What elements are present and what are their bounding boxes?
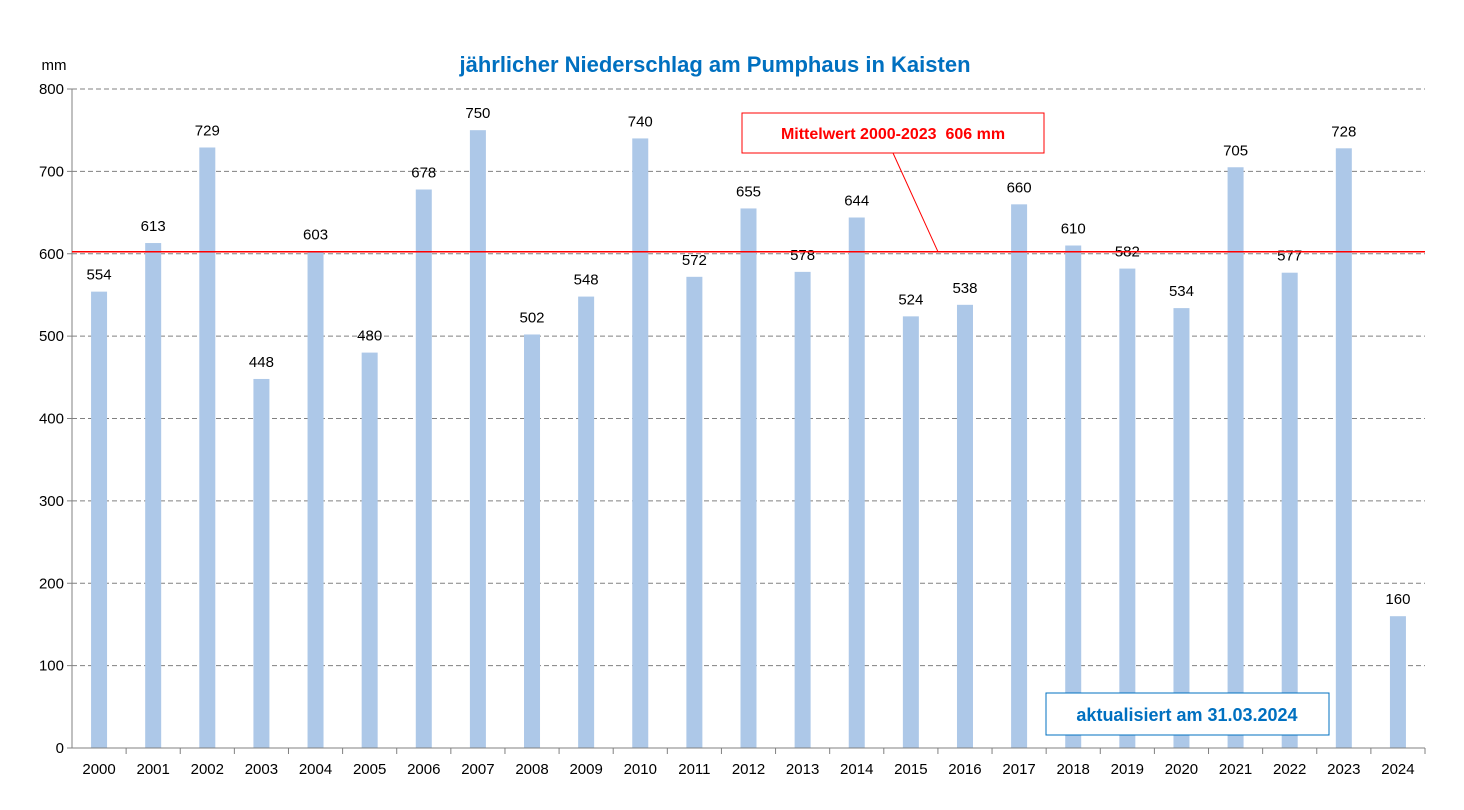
data-label: 480 xyxy=(357,328,382,345)
bar-2024 xyxy=(1389,616,1406,748)
y-tick-label: 300 xyxy=(39,493,64,510)
chart-title: jährlicher Niederschlag am Pumphaus in K… xyxy=(458,52,970,77)
x-tick-label: 2023 xyxy=(1327,761,1360,778)
data-label: 750 xyxy=(465,105,490,122)
bar-2013 xyxy=(794,271,811,748)
x-tick-label: 2007 xyxy=(461,761,494,778)
callout-leader-line xyxy=(892,152,939,253)
x-tick-label: 2022 xyxy=(1273,761,1306,778)
x-tick-label: 2000 xyxy=(82,761,115,778)
data-label: 610 xyxy=(1061,221,1086,238)
data-label: 524 xyxy=(898,291,923,308)
x-tick-label: 2004 xyxy=(299,761,332,778)
data-label: 548 xyxy=(574,272,599,289)
x-tick-label: 2006 xyxy=(407,761,440,778)
data-label: 160 xyxy=(1385,591,1410,608)
data-label: 644 xyxy=(844,193,869,210)
y-tick-label: 700 xyxy=(39,163,64,180)
data-label: 603 xyxy=(303,226,328,243)
bar-2022 xyxy=(1281,272,1298,748)
x-tick-label: 2001 xyxy=(136,761,169,778)
y-tick-label: 0 xyxy=(56,740,64,757)
bar-2004 xyxy=(307,251,324,748)
bar-2019 xyxy=(1119,268,1136,748)
data-label: 534 xyxy=(1169,283,1194,300)
data-label: 678 xyxy=(411,164,436,181)
x-tick-label: 2016 xyxy=(948,761,981,778)
update-annotation: aktualisiert am 31.03.2024 xyxy=(1045,692,1330,736)
data-label: 578 xyxy=(790,247,815,264)
bar-2016 xyxy=(956,304,973,748)
y-tick-label: 200 xyxy=(39,575,64,592)
bar-2011 xyxy=(686,276,703,748)
bar-2021 xyxy=(1227,167,1244,749)
y-axis-label: mm xyxy=(42,57,67,74)
bar-2003 xyxy=(253,378,270,748)
x-tick-label: 2010 xyxy=(624,761,657,778)
x-tick-label: 2024 xyxy=(1381,761,1414,778)
bar-2000 xyxy=(91,291,108,748)
x-tick-label: 2003 xyxy=(245,761,278,778)
y-tick-label: 400 xyxy=(39,411,64,428)
y-tick-label: 500 xyxy=(39,328,64,345)
x-tick-label: 2017 xyxy=(1002,761,1035,778)
x-tick-label: 2014 xyxy=(840,761,873,778)
bar-2002 xyxy=(199,147,216,748)
bar-2010 xyxy=(632,138,649,749)
bar-2008 xyxy=(524,334,541,748)
bar-2020 xyxy=(1173,308,1190,748)
bar-2017 xyxy=(1011,204,1028,748)
data-label: 448 xyxy=(249,354,274,371)
bar-2014 xyxy=(848,217,865,748)
mean-callout: Mittelwert 2000-2023 606 mm xyxy=(741,112,1045,154)
x-tick-label: 2011 xyxy=(678,761,710,778)
y-tick-label: 600 xyxy=(39,246,64,263)
y-tick-label: 100 xyxy=(39,658,64,675)
x-tick-label: 2002 xyxy=(191,761,224,778)
x-tick-label: 2009 xyxy=(569,761,602,778)
bar-2009 xyxy=(578,296,595,748)
data-label: 577 xyxy=(1277,248,1302,265)
bar-2015 xyxy=(902,316,919,748)
update-annotation-text: aktualisiert am 31.03.2024 xyxy=(1076,705,1297,725)
data-label: 729 xyxy=(195,122,220,139)
x-tick-label: 2019 xyxy=(1111,761,1144,778)
bar-2006 xyxy=(415,189,432,748)
bar-2023 xyxy=(1335,148,1352,748)
x-tick-label: 2005 xyxy=(353,761,386,778)
x-tick-label: 2008 xyxy=(515,761,548,778)
data-label: 728 xyxy=(1331,123,1356,140)
data-label: 538 xyxy=(952,280,977,297)
data-label: 660 xyxy=(1007,179,1032,196)
mean-label: Mittelwert 2000-2023 606 mm xyxy=(781,126,1005,143)
bar-2001 xyxy=(145,243,162,748)
bar-2012 xyxy=(740,208,757,749)
data-label: 655 xyxy=(736,183,761,200)
x-tick-label: 2015 xyxy=(894,761,927,778)
bar-2007 xyxy=(469,130,486,748)
y-tick-label: 800 xyxy=(39,81,64,98)
data-label: 554 xyxy=(87,267,112,284)
data-label: 502 xyxy=(520,309,545,326)
bar-2018 xyxy=(1065,245,1082,748)
data-label: 705 xyxy=(1223,142,1248,159)
x-tick-label: 2018 xyxy=(1057,761,1090,778)
data-label: 572 xyxy=(682,252,707,269)
bar-2005 xyxy=(361,352,378,748)
x-tick-label: 2013 xyxy=(786,761,819,778)
x-tick-label: 2021 xyxy=(1219,761,1252,778)
x-tick-label: 2020 xyxy=(1165,761,1198,778)
data-label: 740 xyxy=(628,113,653,130)
data-label: 613 xyxy=(141,218,166,235)
x-tick-label: 2012 xyxy=(732,761,765,778)
